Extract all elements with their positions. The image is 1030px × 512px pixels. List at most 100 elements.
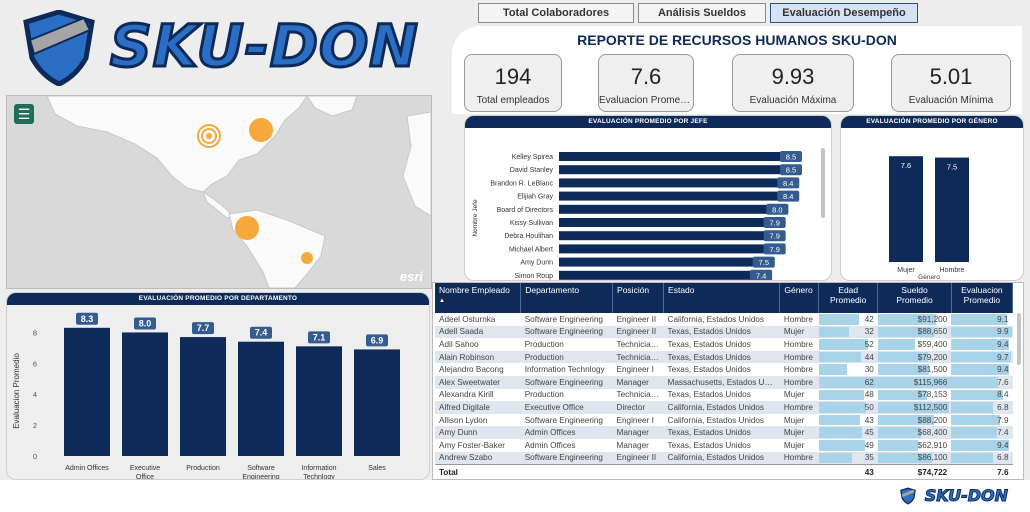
- bar[interactable]: [64, 327, 110, 456]
- table-cell: Amy Foster-Baker: [439, 440, 505, 450]
- table-scrollbar[interactable]: [1017, 313, 1021, 365]
- table-cell: Engineer II: [616, 314, 657, 324]
- table-row[interactable]: Andrew Szabo Software Engineering Engineer…: [435, 451, 1013, 465]
- cell-value: $88,650: [917, 327, 948, 337]
- table-cell: Amy Dunn: [435, 426, 521, 439]
- tab-analisis-sueldos[interactable]: Análisis Sueldos: [638, 3, 766, 23]
- table-row[interactable]: Allison Lydon Software Engineering Enginee…: [435, 414, 1013, 427]
- data-label: 7.9: [769, 219, 779, 228]
- bar[interactable]: [559, 218, 774, 227]
- bar[interactable]: [354, 349, 400, 456]
- bar[interactable]: [122, 332, 168, 456]
- table-body: Adeel Osturnka Software Engineering Engine…: [435, 313, 1013, 480]
- bar[interactable]: [559, 257, 763, 267]
- column-header[interactable]: Evaluacion Promedio: [951, 283, 1014, 313]
- column-header[interactable]: Estado: [663, 283, 781, 313]
- table-cell: 6.8: [951, 451, 1013, 465]
- map-bubble[interactable]: [197, 124, 221, 148]
- sort-ascending-icon[interactable]: ▲: [439, 298, 445, 304]
- column-header[interactable]: Posición: [612, 283, 665, 313]
- data-label: 6.9: [371, 335, 384, 345]
- tab-total-colaboradores[interactable]: Total Colaboradores: [478, 3, 634, 23]
- table-row[interactable]: Adell Saada Software Engineering Engineer …: [435, 325, 1013, 339]
- table-cell: Hombre: [779, 375, 819, 389]
- table-cell: Mujer: [779, 426, 819, 439]
- chart-scrollbar[interactable]: [821, 148, 825, 218]
- table-row[interactable]: Amy Foster-Baker Admin Offices Manager Texa…: [435, 439, 1013, 452]
- data-label-bg: [192, 322, 214, 335]
- table-row[interactable]: Alexandra Kirill Production Technician... T…: [435, 389, 1013, 402]
- table-cell: 7.9: [951, 414, 1012, 427]
- table-cell: Alexandra Kirill: [439, 390, 494, 400]
- data-bar: [877, 414, 934, 426]
- bar[interactable]: [559, 270, 761, 280]
- y-axis-label: Evaluacion Promedio: [12, 353, 21, 429]
- bar[interactable]: [238, 341, 284, 456]
- table-cell: Technician...: [616, 339, 663, 349]
- cell-value: 7.9: [997, 415, 1009, 425]
- bar[interactable]: [559, 178, 788, 188]
- column-header[interactable]: Edad Promedio: [818, 283, 879, 313]
- table-cell: Texas, Estados Unidos: [663, 325, 780, 339]
- table-cell: $59,400: [877, 338, 951, 351]
- column-header[interactable]: Género: [779, 283, 820, 313]
- bar[interactable]: [559, 204, 777, 214]
- table-row[interactable]: Amy Dunn Admin Offices Manager Texas, Estad…: [435, 426, 1013, 439]
- table-cell: Manager: [616, 440, 649, 450]
- bar[interactable]: [559, 165, 790, 175]
- bar[interactable]: [559, 231, 774, 241]
- data-label-bg: [752, 256, 775, 268]
- data-label: 7.7: [197, 323, 210, 333]
- cell-value: $81,500: [917, 365, 948, 375]
- table-cell: Engineer I: [616, 365, 654, 375]
- cell-value: 42: [864, 314, 874, 324]
- table-cell: Executive Office: [520, 401, 613, 414]
- bottom-bar: [0, 480, 1030, 512]
- table-cell: Texas, Estados Unidos: [667, 390, 751, 400]
- table-row[interactable]: Alfred Digitale Executive Office Director C…: [435, 401, 1013, 414]
- table-row[interactable]: Alejandro Bacong Information Technlogy Eng…: [435, 363, 1013, 376]
- table-row[interactable]: Adeel Osturnka Software Engineering Engine…: [435, 313, 1013, 326]
- table-cell: Alain Robinson: [435, 350, 521, 364]
- table-cell: 48: [818, 389, 878, 402]
- map-canvas: [7, 96, 431, 288]
- map-bubble[interactable]: [249, 118, 273, 142]
- category-label: Brandon R. LeBlanc: [490, 180, 553, 187]
- data-bar: [951, 314, 1007, 325]
- employee-table: Nombre Empleado ▲ Departamento Posición Esta…: [435, 283, 1014, 480]
- bar[interactable]: [180, 337, 226, 456]
- employee-table-panel: Nombre Empleado ▲ Departamento Posición Esta…: [432, 282, 1024, 480]
- data-bar: [951, 427, 997, 438]
- table-row[interactable]: Adil Sahoo Production Technician... Texas, …: [435, 338, 1013, 351]
- bar[interactable]: [559, 152, 790, 161]
- bar[interactable]: [935, 157, 969, 262]
- column-header[interactable]: Nombre Empleado ▲: [435, 283, 522, 313]
- bar[interactable]: [889, 156, 923, 262]
- map-bubble[interactable]: [235, 216, 259, 240]
- table-cell: $86,100: [877, 451, 952, 465]
- column-header[interactable]: Sueldo Promedio: [877, 283, 952, 313]
- bar[interactable]: [559, 244, 774, 254]
- table-cell: Hombre: [779, 401, 819, 414]
- data-label: 7.5: [947, 163, 957, 172]
- cell-value: 6.8: [997, 402, 1009, 412]
- employee-location-map[interactable]: ☰ esri: [6, 95, 432, 289]
- map-bubble[interactable]: [301, 252, 313, 264]
- table-cell: Software Engineering: [520, 451, 613, 465]
- table-cell: Alejandro Bacong: [439, 365, 504, 375]
- bar[interactable]: [559, 191, 788, 201]
- kpi-label: Evaluación Mínima: [908, 95, 994, 106]
- table-cell: 7.6: [951, 375, 1013, 389]
- column-header[interactable]: Departamento: [520, 283, 614, 313]
- table-row[interactable]: Alain Robinson Production Technician... Tex…: [435, 350, 1013, 364]
- hamburger-icon[interactable]: ☰: [14, 104, 34, 124]
- y-tick-label: 4: [33, 390, 37, 399]
- table-cell: 44: [818, 350, 878, 364]
- table-cell: Hombre: [783, 314, 813, 324]
- bar[interactable]: [296, 346, 342, 456]
- table-cell: Software Engineering: [524, 314, 603, 324]
- table-cell: Production: [520, 350, 613, 364]
- tab-evaluacion-desempeno[interactable]: Evaluación Desempeño: [770, 3, 918, 23]
- table-row[interactable]: Alex Sweetwater Software Engineering Manag…: [435, 375, 1013, 389]
